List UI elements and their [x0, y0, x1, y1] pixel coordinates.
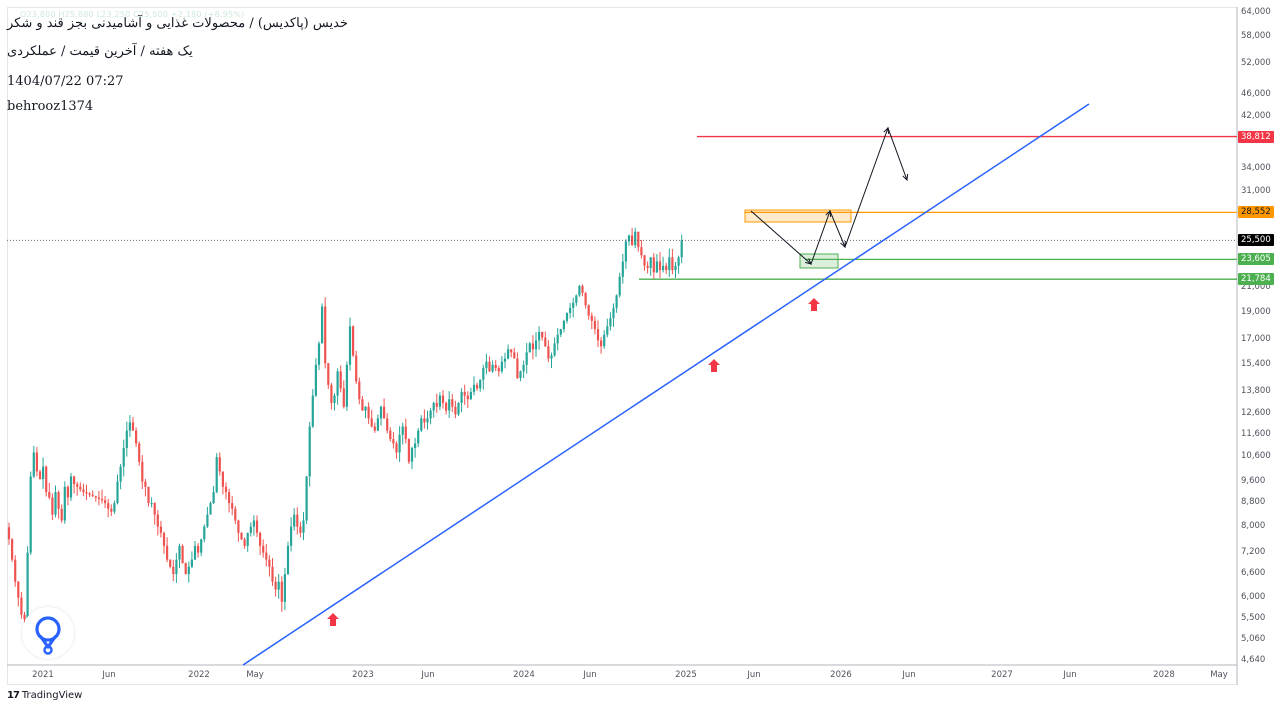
- time-tick: Jun: [747, 670, 761, 680]
- price-tick: 9,600: [1241, 475, 1266, 486]
- price-tick: 11,600: [1241, 428, 1271, 439]
- time-tick: 2027: [991, 670, 1013, 680]
- price-tick: 6,000: [1241, 591, 1266, 602]
- price-tag: 25,500: [1238, 234, 1274, 247]
- price-tick: 13,800: [1241, 385, 1271, 396]
- tradingview-logo-icon: 17: [7, 690, 20, 701]
- time-tick: Jun: [102, 670, 116, 680]
- time-tick: Jun: [902, 670, 916, 680]
- price-tick: 17,000: [1241, 334, 1271, 345]
- lightbulb-logo-icon: [35, 616, 61, 655]
- timestamp: 1404/07/22 07:27: [7, 74, 124, 89]
- price-tick: 58,000: [1241, 31, 1271, 42]
- time-tick: 2026: [830, 670, 852, 680]
- ohlc-readout: O23,800 H25,880 L23,250 C25,500 +2,180 (…: [20, 10, 245, 19]
- price-tick: 8,000: [1241, 520, 1266, 531]
- tradingview-brand[interactable]: 17 TradingView: [7, 690, 82, 701]
- time-tick: 2021: [32, 670, 54, 680]
- price-tick: 19,000: [1241, 306, 1271, 317]
- price-tick: 42,000: [1241, 111, 1271, 122]
- chart-frame[interactable]: [7, 7, 1237, 685]
- price-tick: 15,400: [1241, 358, 1271, 369]
- time-tick: May: [246, 670, 264, 680]
- price-tick: 64,000: [1241, 7, 1271, 17]
- price-tag: 23,605: [1238, 253, 1274, 266]
- price-tag: 38,812: [1238, 130, 1274, 143]
- author-name: behrooz1374: [7, 99, 94, 114]
- price-tick: 21,000: [1241, 282, 1271, 293]
- time-tick: 2022: [188, 670, 210, 680]
- time-tick: May: [1210, 670, 1228, 680]
- price-tick: 5,060: [1241, 633, 1266, 644]
- price-tick: 5,500: [1241, 613, 1266, 624]
- price-tick: 12,600: [1241, 408, 1271, 419]
- price-tick: 4,640: [1241, 655, 1266, 666]
- time-tick: 2024: [513, 670, 535, 680]
- price-tick: 34,000: [1241, 163, 1271, 174]
- time-tick: 2023: [352, 670, 374, 680]
- tradingview-label: TradingView: [21, 690, 83, 701]
- price-tag: 28,552: [1238, 206, 1274, 219]
- chart-subtitle: یک هفته / آخرین قیمت / عملکردی: [7, 44, 193, 59]
- price-tick: 10,600: [1241, 451, 1271, 462]
- drawing-annotations: [7, 103, 1237, 666]
- price-tick: 46,000: [1241, 88, 1271, 99]
- price-tick: 8,800: [1241, 497, 1266, 508]
- time-tick: Jun: [421, 670, 435, 680]
- price-tick: 31,000: [1241, 186, 1271, 197]
- time-tick: Jun: [1063, 670, 1077, 680]
- author-logo-badge: [22, 607, 74, 659]
- price-tag: 21,784: [1238, 273, 1274, 286]
- time-tick: 2025: [675, 670, 697, 680]
- time-tick: Jun: [583, 670, 597, 680]
- price-tick: 52,000: [1241, 58, 1271, 69]
- price-tick: 7,200: [1241, 546, 1266, 557]
- time-tick: 2028: [1153, 670, 1175, 680]
- symbol-title: خدیس (پاکدیس) / محصولات غذایی و آشامیدنی…: [7, 16, 348, 31]
- price-tick: 6,600: [1241, 568, 1266, 579]
- candlestick-series: [7, 227, 683, 628]
